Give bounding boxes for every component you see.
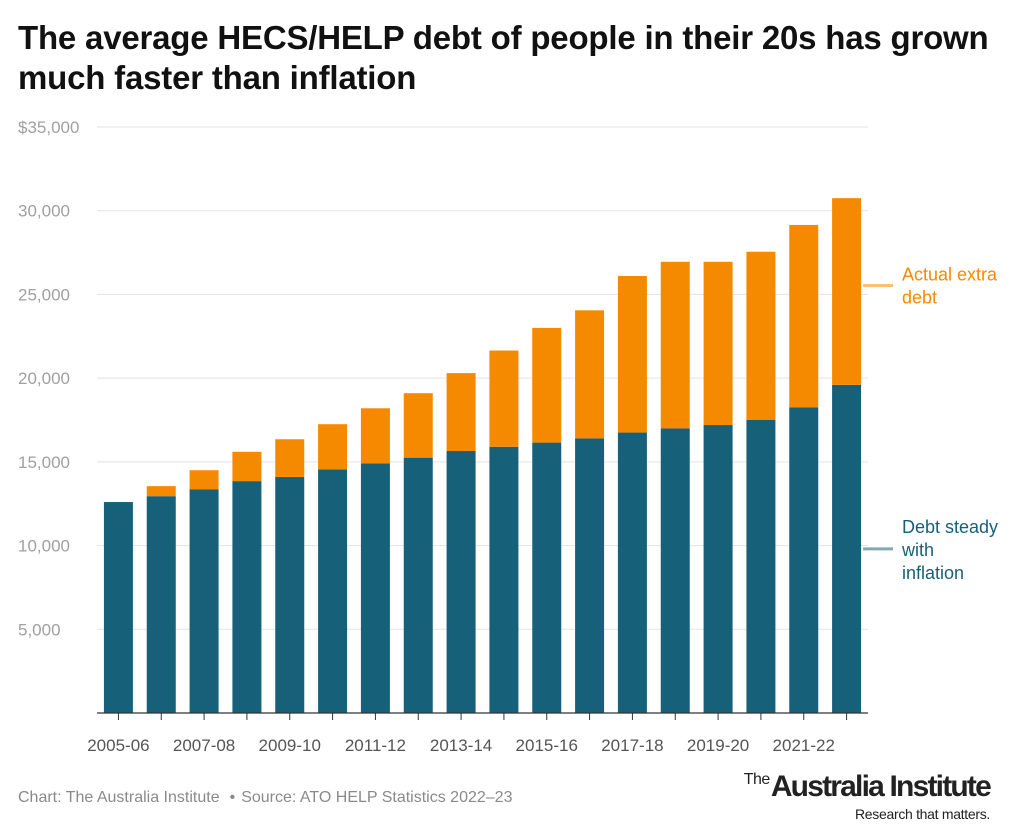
bar-base-2013-14	[446, 450, 476, 713]
y-tick-label: 10,000	[18, 537, 70, 556]
x-tick-label: 2019-20	[687, 736, 749, 755]
bar-base-2009-10	[275, 476, 305, 713]
y-tick-label: 25,000	[18, 285, 70, 304]
bar-base-2019-20	[703, 425, 733, 713]
bar-extra-2019-20	[703, 261, 733, 426]
logo-name: Australia Institute	[770, 770, 992, 803]
x-tick-label: 2017-18	[601, 736, 663, 755]
x-tick-label: 2021-22	[773, 736, 835, 755]
bar-extra-2010-11	[318, 424, 348, 470]
series-label-base-line: Debt steady	[902, 517, 998, 537]
x-tick-label: 2007-08	[173, 736, 235, 755]
series-label-base-line: with	[901, 540, 934, 560]
bar-extra-2008-09	[232, 451, 262, 482]
bar-base-2012-13	[403, 457, 433, 713]
bar-extra-2020-21	[746, 251, 776, 420]
bar-base-2014-15	[489, 446, 519, 713]
logo-wordmark: TheAustralia Institute	[743, 763, 992, 804]
bar-base-2018-19	[660, 428, 690, 713]
bar-base-2021-22	[789, 407, 819, 713]
bar-base-2006-07	[146, 496, 176, 713]
bar-base-2015-16	[532, 442, 562, 713]
series-label-extra: Actual extra debt	[902, 264, 998, 307]
bars	[103, 198, 862, 713]
logo-prefix: The	[743, 771, 771, 788]
bar-extra-2018-19	[660, 261, 690, 429]
bar-extra-2016-17	[575, 310, 605, 439]
x-tick-label: 2011-12	[345, 736, 406, 755]
bar-extra-2014-15	[489, 350, 519, 447]
bar-base-2008-09	[232, 481, 262, 713]
stacked-bar-chart: 5,000 10,000 15,000 20,000 25,000 30,000 $35,0…	[18, 118, 998, 755]
bar-base-2010-11	[318, 469, 348, 713]
bar-base-2016-17	[575, 438, 605, 713]
bar-base-2020-21	[746, 420, 776, 713]
bar-base-2017-18	[617, 432, 647, 713]
footer-separator: •	[229, 789, 236, 806]
bar-base-2022-23	[832, 384, 862, 713]
x-tick-label: 2015-16	[516, 736, 578, 755]
x-tick-label: 2005-06	[87, 736, 149, 755]
y-tick-label: 15,000	[18, 453, 70, 472]
bar-extra-2015-16	[532, 327, 562, 443]
bar-extra-2013-14	[446, 373, 476, 451]
bar-base-2005-06	[103, 502, 133, 713]
series-label-base-line: inflation	[902, 563, 964, 583]
australia-institute-logo: TheAustralia Institute Research that mat…	[743, 763, 992, 822]
bar-extra-2007-08	[189, 470, 219, 490]
x-tick-label: 2013-14	[430, 736, 492, 755]
chart-source: Source: ATO HELP Statistics 2022–23	[241, 789, 513, 806]
series-label-extra-line: Actual extra	[902, 264, 998, 284]
bar-extra-2009-10	[275, 439, 305, 477]
bar-base-2007-08	[189, 489, 219, 713]
series-labels: Actual extra debt Debt steady with inflation	[863, 264, 998, 583]
bar-base-2011-12	[360, 463, 390, 713]
chart-footer: Chart: The Australia Institute • Source: A…	[18, 789, 512, 807]
bar-extra-2012-13	[403, 393, 433, 458]
y-tick-label: 20,000	[18, 369, 70, 388]
chart-title: The average HECS/HELP debt of people in …	[18, 19, 989, 96]
bar-extra-2021-22	[789, 224, 819, 408]
chart-credit: Chart: The Australia Institute	[18, 789, 220, 806]
x-tick-label: 2009-10	[259, 736, 321, 755]
bar-extra-2017-18	[617, 276, 647, 433]
series-label-extra-line: debt	[902, 287, 937, 307]
y-tick-label: 5,000	[18, 620, 61, 639]
bar-extra-2011-12	[360, 408, 390, 464]
y-tick-label: $35,000	[18, 118, 79, 137]
bar-extra-2006-07	[146, 486, 176, 497]
y-axis-ticks: 5,000 10,000 15,000 20,000 25,000 30,000 $35,0…	[18, 118, 79, 639]
y-tick-label: 30,000	[18, 202, 70, 221]
x-axis: 2005-06 2007-08 2009-10 2011-12 2013-14 2015-…	[87, 712, 868, 755]
logo-tagline: Research that matters.	[854, 806, 990, 822]
bar-extra-2022-23	[832, 198, 862, 385]
gridlines	[97, 126, 868, 630]
series-label-base: Debt steady with inflation	[901, 517, 998, 583]
